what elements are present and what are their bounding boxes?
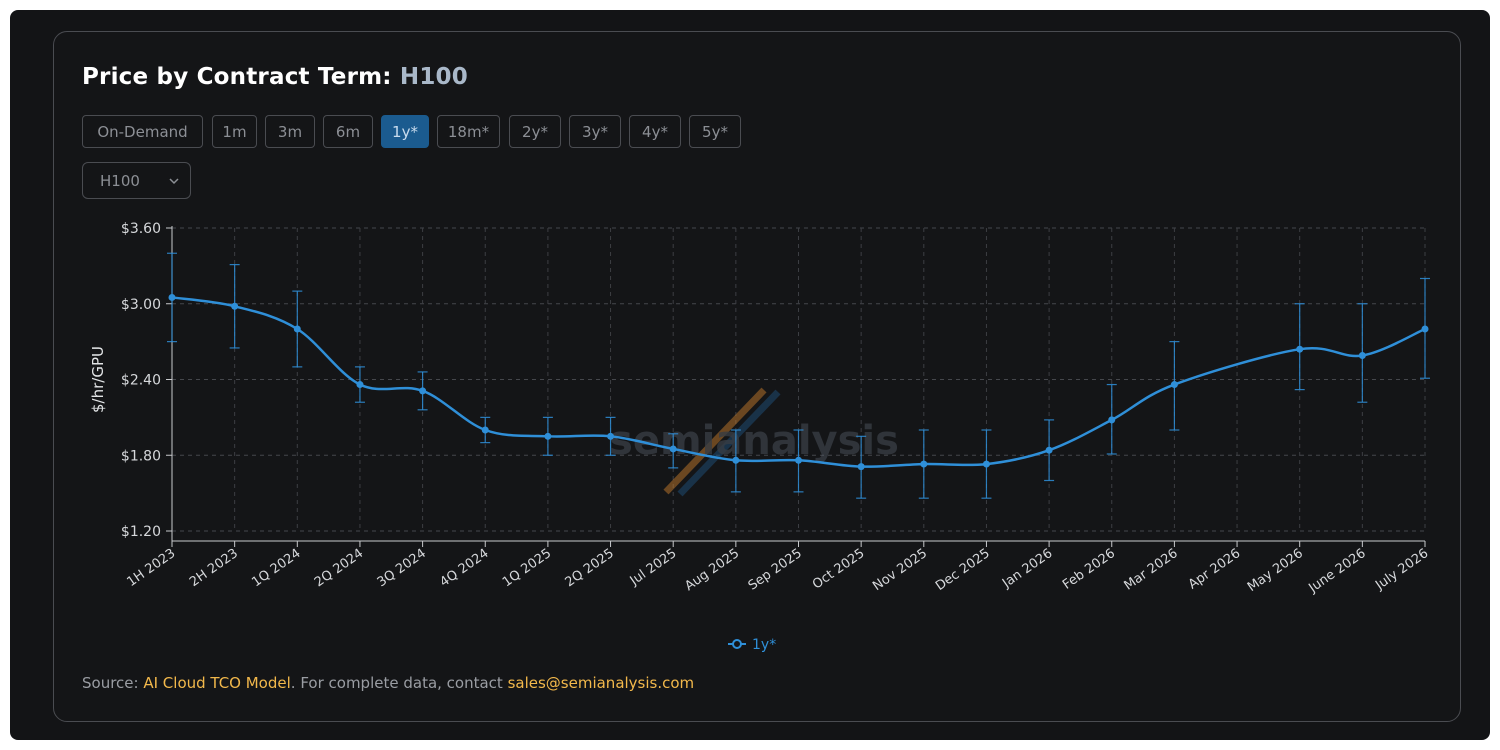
data-point xyxy=(1108,416,1116,424)
x-tick-label: 1H 2023 xyxy=(124,546,178,590)
data-point xyxy=(1170,381,1178,389)
chart-card: Price by Contract Term: H100 On-Demand 1m… xyxy=(53,31,1461,722)
x-tick-label: 1Q 2025 xyxy=(500,546,554,590)
watermark-slash xyxy=(663,387,767,495)
tab-3y[interactable]: 3y* xyxy=(569,115,621,148)
legend-label: 1y* xyxy=(752,637,776,653)
watermark-slash xyxy=(677,389,781,497)
tab-18m[interactable]: 18m* xyxy=(437,115,500,148)
y-axis-label: $/hr/GPU xyxy=(89,346,107,413)
x-tick-label: Jan 2026 xyxy=(999,546,1055,592)
data-point xyxy=(732,456,740,464)
watermark: semianalysis xyxy=(609,387,899,497)
gpu-select-value: H100 xyxy=(100,171,140,190)
x-tick-label: 1Q 2024 xyxy=(249,546,303,590)
data-point xyxy=(920,460,928,468)
tco-model-link[interactable]: AI Cloud TCO Model xyxy=(143,674,291,692)
tab-6m[interactable]: 6m xyxy=(323,115,373,148)
data-point xyxy=(607,432,615,440)
source-middle: . For complete data, contact xyxy=(290,674,508,692)
y-tick-label: $3.60 xyxy=(121,221,161,237)
x-tick-label: 4Q 2024 xyxy=(437,546,491,590)
data-point xyxy=(1045,446,1053,454)
source-prefix: Source: xyxy=(82,674,144,692)
data-point xyxy=(795,456,802,464)
tab-5y[interactable]: 5y* xyxy=(689,115,741,148)
x-tick-label: 2Q 2024 xyxy=(312,546,366,590)
source-note: Source: AI Cloud TCO Model. For complete… xyxy=(82,674,694,692)
data-point xyxy=(231,302,239,310)
x-tick-label: Jul 2025 xyxy=(627,546,680,589)
data-point xyxy=(168,293,176,301)
x-tick-label: 2Q 2025 xyxy=(563,546,617,590)
data-point xyxy=(1421,325,1429,333)
data-point xyxy=(857,463,865,471)
x-tick-label: June 2026 xyxy=(1306,546,1369,596)
x-tick-label: May 2026 xyxy=(1245,546,1306,595)
tab-1m[interactable]: 1m xyxy=(212,115,257,148)
y-tick-label: $1.20 xyxy=(121,524,161,540)
x-tick-label: July 2026 xyxy=(1372,546,1431,594)
tab-2y[interactable]: 2y* xyxy=(509,115,561,148)
x-tick-label: Apr 2026 xyxy=(1186,546,1244,593)
legend-marker xyxy=(732,639,742,649)
data-point xyxy=(419,387,427,395)
title-model: H100 xyxy=(399,64,468,90)
x-tick-label: Feb 2026 xyxy=(1060,546,1118,593)
data-point xyxy=(1296,345,1304,353)
data-point xyxy=(1358,352,1366,360)
tab-on-demand[interactable]: On-Demand xyxy=(82,115,203,148)
x-tick-label: Aug 2025 xyxy=(682,546,742,594)
x-tick-label: 2H 2023 xyxy=(187,546,241,590)
data-point xyxy=(356,381,364,389)
x-tick-label: Mar 2026 xyxy=(1122,546,1181,594)
x-tick-label: 3Q 2024 xyxy=(375,546,429,590)
y-tick-label: $1.80 xyxy=(121,448,161,464)
data-point xyxy=(481,426,489,434)
x-tick-label: Sep 2025 xyxy=(746,546,805,594)
tab-4y[interactable]: 4y* xyxy=(629,115,681,148)
tab-3m[interactable]: 3m xyxy=(265,115,315,148)
x-tick-label: Nov 2025 xyxy=(870,546,930,594)
x-tick-label: Dec 2025 xyxy=(933,546,993,594)
data-point xyxy=(293,325,301,333)
chevron-down-icon xyxy=(169,178,179,185)
gpu-select[interactable]: H100 xyxy=(82,162,191,199)
x-tick-label: Oct 2025 xyxy=(810,546,868,593)
watermark-text: semianalysis xyxy=(609,418,899,464)
data-point xyxy=(669,445,677,453)
data-point xyxy=(982,460,990,468)
data-point xyxy=(544,432,552,440)
page-background: Price by Contract Term: H100 On-Demand 1m… xyxy=(10,10,1490,740)
sales-email-link[interactable]: sales@semianalysis.com xyxy=(507,674,695,692)
legend[interactable]: 1y* xyxy=(728,637,776,653)
tab-1y[interactable]: 1y* xyxy=(381,115,429,148)
chart-title: Price by Contract Term: H100 xyxy=(82,64,468,90)
line-chart: $1.20 $1.80 $2.40 $3.00 $3.60 $/hr/GPU 1H 2023… xyxy=(89,221,1431,653)
y-tick-label: $3.00 xyxy=(121,297,161,313)
y-tick-label: $2.40 xyxy=(121,373,161,389)
title-prefix: Price by Contract Term: xyxy=(82,64,400,90)
